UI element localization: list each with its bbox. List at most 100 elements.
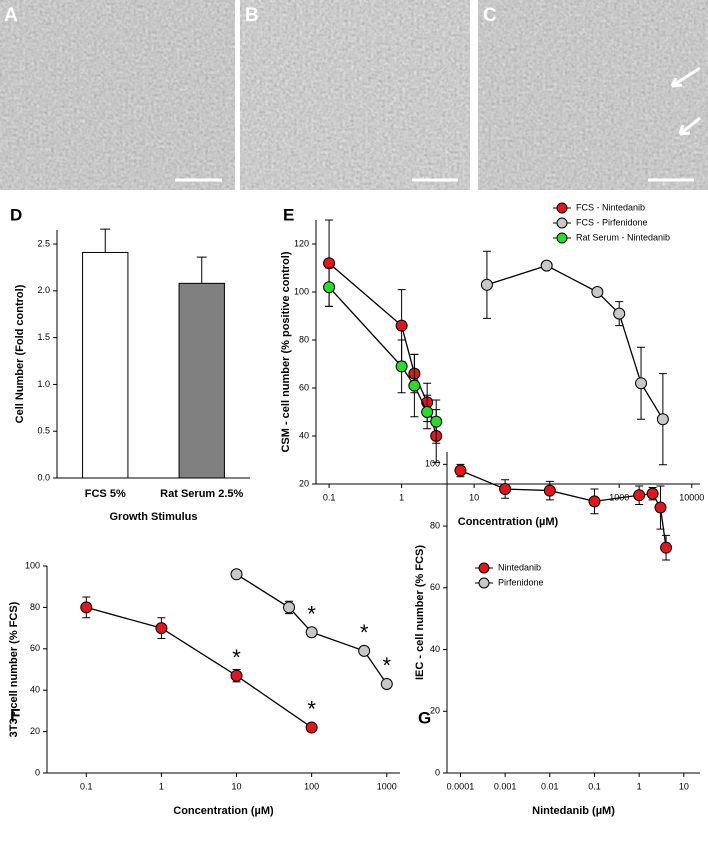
panel-label: F — [10, 705, 20, 724]
data-point — [230, 669, 243, 682]
y-tick-label: 60 — [30, 643, 40, 653]
data-point — [323, 281, 336, 294]
x-tick-label: 0.01 — [541, 781, 559, 791]
x-axis-label: Growth Stimulus — [110, 511, 198, 523]
micrograph-b: B — [240, 0, 470, 190]
annotation: * — [307, 601, 316, 626]
data-point — [408, 379, 421, 392]
error-bar — [100, 228, 111, 253]
x-tick-label: FCS 5% — [85, 488, 126, 500]
x-axis-label: Nintedanib (µM) — [532, 805, 615, 817]
error-bar — [196, 256, 207, 284]
data-point — [305, 626, 318, 639]
y-tick-label: 2.0 — [37, 285, 50, 295]
x-tick-label: 1 — [637, 781, 642, 791]
micrograph-a: A — [0, 0, 235, 190]
x-tick-label: 0.1 — [80, 781, 93, 791]
data-point — [395, 319, 408, 332]
panel-label: G — [418, 708, 431, 727]
data-point — [540, 259, 553, 272]
data-point — [480, 278, 493, 291]
x-axis-label: Concentration (µM) — [458, 516, 559, 528]
y-tick-label: 80 — [430, 520, 440, 530]
x-tick-label: 10 — [679, 781, 689, 791]
y-axis-label: CSM - cell number (% positive control) — [280, 251, 292, 452]
legend-label: FCS - Nintedanib — [576, 202, 645, 212]
data-point — [654, 501, 667, 514]
annotation: * — [360, 620, 369, 645]
annotation: * — [382, 653, 391, 678]
chart-panel: G 0 20 40 60 80 100 0.0001 0.001 0.01 0.1 1 10 IEC - … — [414, 452, 700, 817]
y-tick-label: 40 — [299, 430, 309, 440]
x-tick-label: 10 — [469, 492, 479, 502]
y-tick-label: 100 — [25, 560, 40, 570]
x-tick-label: 1 — [159, 781, 164, 791]
legend-label: FCS - Pirfenidone — [576, 217, 648, 227]
y-tick-label: 120 — [294, 238, 309, 248]
y-tick-label: 20 — [30, 726, 40, 736]
data-point — [591, 286, 604, 298]
data-point — [656, 413, 669, 426]
legend-label: Nintedanib — [498, 562, 541, 572]
y-axis-label: Cell Number (Fold control) — [14, 284, 26, 423]
x-tick-label: 100 — [304, 781, 319, 791]
data-point — [155, 622, 168, 635]
x-tick-label: 0.1 — [323, 492, 336, 502]
data-point — [635, 377, 648, 390]
data-point — [613, 307, 626, 320]
data-point — [454, 464, 467, 477]
data-point — [633, 489, 646, 502]
y-tick-label: 0.0 — [37, 472, 50, 482]
x-tick-label: 0.001 — [494, 781, 517, 791]
data-point — [646, 487, 659, 500]
data-point — [323, 257, 336, 270]
y-tick-label: 0 — [435, 767, 440, 777]
series-line — [86, 606, 313, 728]
panel-label: D — [10, 205, 22, 224]
data-point — [543, 484, 556, 497]
x-tick-label: 10000 — [679, 492, 704, 502]
annotation: * — [232, 645, 241, 670]
y-tick-label: 100 — [425, 459, 440, 469]
series-line — [460, 469, 667, 548]
y-tick-label: 2.5 — [37, 238, 50, 248]
bar — [82, 251, 129, 479]
y-tick-label: 0 — [35, 767, 40, 777]
legend-marker — [556, 232, 568, 244]
y-tick-label: 20 — [299, 478, 309, 488]
x-tick-label: 1000 — [377, 781, 397, 791]
data-point — [230, 568, 243, 581]
x-tick-label: 0.0001 — [447, 781, 475, 791]
data-point — [499, 483, 512, 496]
data-point — [395, 360, 408, 373]
annotation: * — [307, 697, 316, 722]
y-axis-label: 3T3 - cell number (% FCS) — [8, 601, 20, 737]
y-tick-label: 1.5 — [37, 332, 50, 342]
legend-marker — [478, 562, 490, 574]
data-point — [421, 406, 434, 418]
y-tick-label: 40 — [430, 644, 440, 654]
micrograph-c: C — [478, 0, 708, 190]
legend-marker — [556, 217, 568, 229]
data-point — [305, 721, 318, 734]
data-point — [380, 677, 393, 690]
data-point — [588, 495, 601, 508]
legend-label: Pirfenidone — [498, 577, 544, 587]
data-point — [358, 644, 371, 657]
x-tick-label: 0.1 — [588, 781, 601, 791]
y-tick-label: 40 — [30, 685, 40, 695]
bar — [178, 282, 225, 479]
y-tick-label: 60 — [430, 582, 440, 592]
y-axis-label: IEC - cell number (% FCS) — [414, 545, 426, 680]
image-label: C — [483, 5, 497, 26]
legend-marker — [556, 202, 568, 214]
x-tick-label: 10 — [232, 781, 242, 791]
y-tick-label: 80 — [30, 602, 40, 612]
chart-panel: D 0.0 0.5 1.0 1.5 2.0 2.5 Cell Number (Fold con… — [10, 205, 250, 523]
legend-label: Rat Serum - Nintedanib — [576, 232, 670, 242]
x-tick-label: Rat Serum 2.5% — [160, 488, 243, 500]
data-point — [80, 601, 93, 614]
data-point — [660, 541, 673, 554]
panel-label: E — [283, 205, 294, 224]
